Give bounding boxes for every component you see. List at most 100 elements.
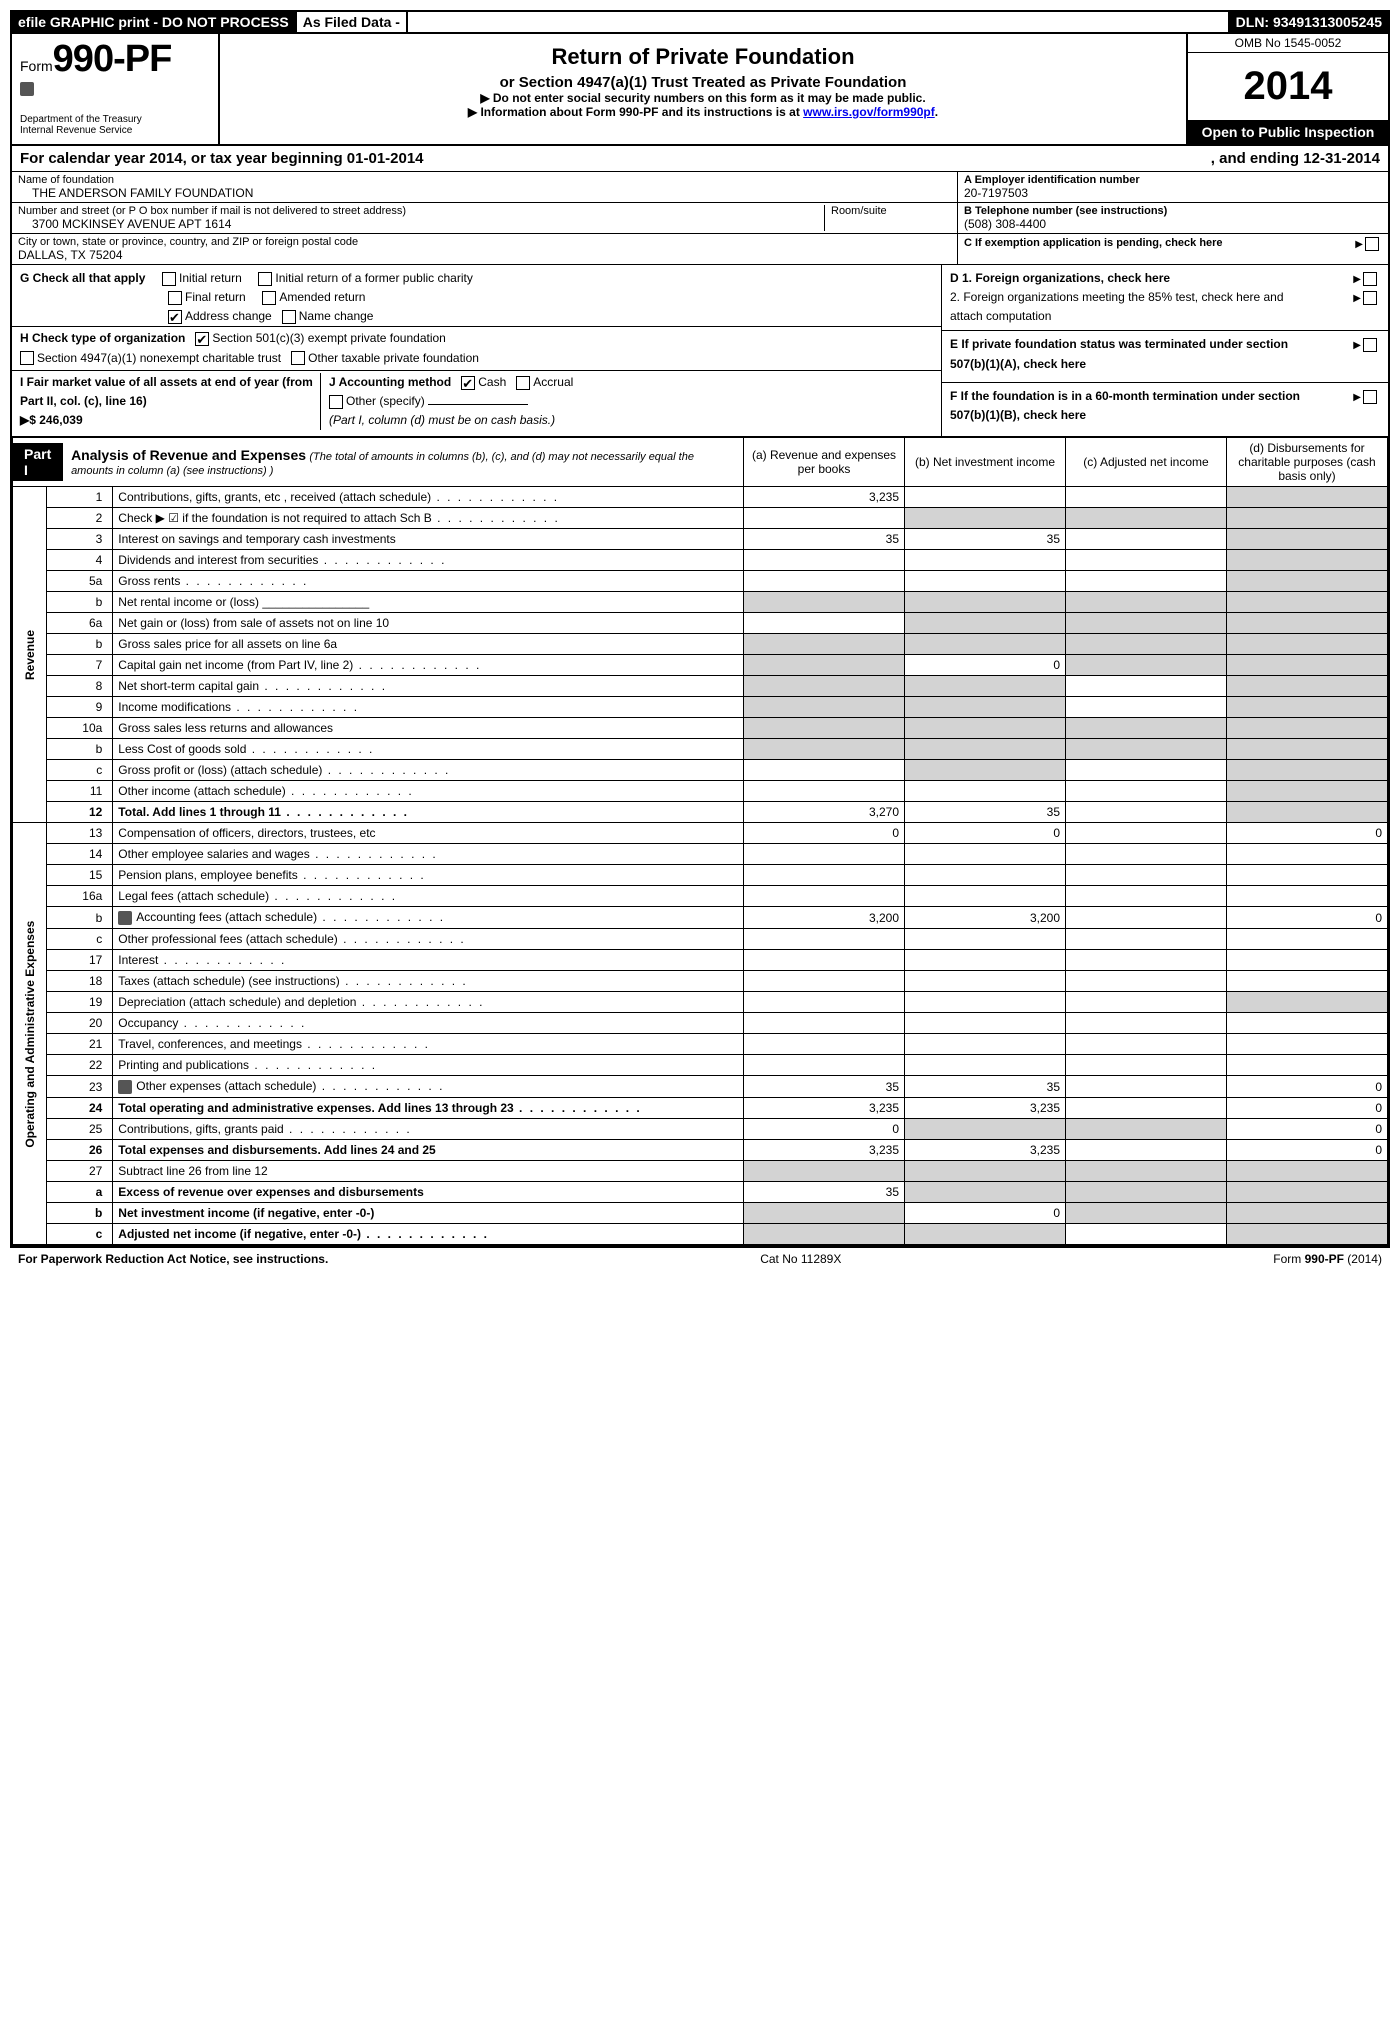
name-change-checkbox[interactable]: [282, 310, 296, 324]
col-a-value: [744, 1223, 905, 1244]
col-c-value: [1066, 971, 1227, 992]
form-id-box: Form990-PF Department of the Treasury In…: [12, 34, 220, 144]
col-d-value: [1227, 992, 1388, 1013]
507b1b-checkbox[interactable]: [1363, 390, 1377, 404]
col-a-value: 3,200: [744, 907, 905, 929]
line-number: 11: [47, 781, 113, 802]
other-method-checkbox[interactable]: [329, 395, 343, 409]
part1-wrapper: Part I Analysis of Revenue and Expenses …: [12, 437, 1388, 1245]
footer: For Paperwork Reduction Act Notice, see …: [10, 1247, 1390, 1270]
instructions-link[interactable]: www.irs.gov/form990pf: [803, 105, 935, 119]
line-number: 26: [47, 1139, 113, 1160]
col-a-value: [744, 760, 905, 781]
table-row: bNet investment income (if negative, ent…: [13, 1202, 1388, 1223]
line-label: Interest on savings and temporary cash i…: [113, 529, 744, 550]
line-number: 21: [47, 1034, 113, 1055]
col-d-value: [1227, 550, 1388, 571]
col-d-value: [1227, 865, 1388, 886]
phone-value: (508) 308-4400: [964, 217, 1382, 231]
col-d-value: 0: [1227, 1076, 1388, 1098]
4947a1-checkbox[interactable]: [20, 351, 34, 365]
col-d-value: [1227, 655, 1388, 676]
501c3-checkbox[interactable]: [195, 332, 209, 346]
table-row: cOther professional fees (attach schedul…: [13, 929, 1388, 950]
col-a-value: 35: [744, 529, 905, 550]
col-b-value: [905, 992, 1066, 1013]
cash-checkbox[interactable]: [461, 376, 475, 390]
foreign-org-checkbox[interactable]: [1363, 272, 1377, 286]
identity-row: Name of foundation THE ANDERSON FAMILY F…: [12, 172, 1388, 265]
table-row: 4Dividends and interest from securities: [13, 550, 1388, 571]
line-label: Excess of revenue over expenses and disb…: [113, 1181, 744, 1202]
exemption-checkbox[interactable]: [1365, 237, 1379, 251]
table-row: 24Total operating and administrative exp…: [13, 1097, 1388, 1118]
amended-return-checkbox[interactable]: [262, 291, 276, 305]
col-c-value: [1066, 760, 1227, 781]
fmv-value: ▶$ 246,039: [20, 413, 83, 427]
form-prefix: Form: [20, 58, 53, 74]
col-a-value: [744, 865, 905, 886]
col-c-value: [1066, 1223, 1227, 1244]
col-b-value: [905, 865, 1066, 886]
omb-number: OMB No 1545-0052: [1188, 34, 1388, 53]
accounting-label: J Accounting method: [329, 375, 451, 389]
col-b-value: 3,235: [905, 1139, 1066, 1160]
col-d-value: [1227, 1034, 1388, 1055]
attachment-icon[interactable]: [118, 1080, 132, 1094]
line-number: a: [47, 1181, 113, 1202]
final-return-checkbox[interactable]: [168, 291, 182, 305]
col-b-value: [905, 1223, 1066, 1244]
line-label: Contributions, gifts, grants paid: [113, 1118, 744, 1139]
col-d-value: [1227, 487, 1388, 508]
85pct-checkbox[interactable]: [1363, 291, 1377, 305]
col-b-value: [905, 634, 1066, 655]
col-a-value: [744, 718, 905, 739]
col-a-value: 0: [744, 1118, 905, 1139]
col-c-value: [1066, 571, 1227, 592]
attachment-icon[interactable]: [118, 911, 132, 925]
line-label: Dividends and interest from securities: [113, 550, 744, 571]
form-title: Return of Private Foundation: [230, 44, 1176, 70]
col-c-value: [1066, 1013, 1227, 1034]
initial-return-checkbox[interactable]: [162, 272, 176, 286]
col-d-value: [1227, 508, 1388, 529]
revenue-side-label: Revenue: [13, 487, 47, 823]
accrual-checkbox[interactable]: [516, 376, 530, 390]
col-c-value: [1066, 1118, 1227, 1139]
address-change-checkbox[interactable]: [168, 310, 182, 324]
line-number: b: [47, 739, 113, 760]
title-area: Return of Private Foundation or Section …: [220, 34, 1186, 144]
checks-row: G Check all that apply Initial return In…: [12, 265, 1388, 438]
line-number: 6a: [47, 613, 113, 634]
table-row: bAccounting fees (attach schedule)3,2003…: [13, 907, 1388, 929]
col-c-value: [1066, 886, 1227, 907]
table-row: 17Interest: [13, 950, 1388, 971]
col-c-value: [1066, 718, 1227, 739]
line-number: 24: [47, 1097, 113, 1118]
col-a-value: [744, 781, 905, 802]
foundation-name: THE ANDERSON FAMILY FOUNDATION: [18, 186, 951, 200]
col-b-value: [905, 950, 1066, 971]
col-d-value: 0: [1227, 1118, 1388, 1139]
col-a-value: [744, 950, 905, 971]
line-label: Occupancy: [113, 1013, 744, 1034]
table-row: aExcess of revenue over expenses and dis…: [13, 1181, 1388, 1202]
line-label: Income modifications: [113, 697, 744, 718]
col-d-value: [1227, 1223, 1388, 1244]
col-a-value: [744, 508, 905, 529]
line-label: Subtract line 26 from line 12: [113, 1160, 744, 1181]
e-label: E If private foundation status was termi…: [950, 335, 1310, 373]
table-row: cAdjusted net income (if negative, enter…: [13, 1223, 1388, 1244]
507b1a-checkbox[interactable]: [1363, 338, 1377, 352]
ein-label: A Employer identification number: [964, 174, 1382, 186]
other-taxable-checkbox[interactable]: [291, 351, 305, 365]
col-d-header: (d) Disbursements for charitable purpose…: [1227, 438, 1388, 487]
former-charity-checkbox[interactable]: [258, 272, 272, 286]
line-number: 10a: [47, 718, 113, 739]
table-row: bGross sales price for all assets on lin…: [13, 634, 1388, 655]
col-b-value: 0: [905, 655, 1066, 676]
col-a-value: [744, 1160, 905, 1181]
col-a-value: [744, 886, 905, 907]
col-a-value: [744, 1202, 905, 1223]
table-row: 18Taxes (attach schedule) (see instructi…: [13, 971, 1388, 992]
